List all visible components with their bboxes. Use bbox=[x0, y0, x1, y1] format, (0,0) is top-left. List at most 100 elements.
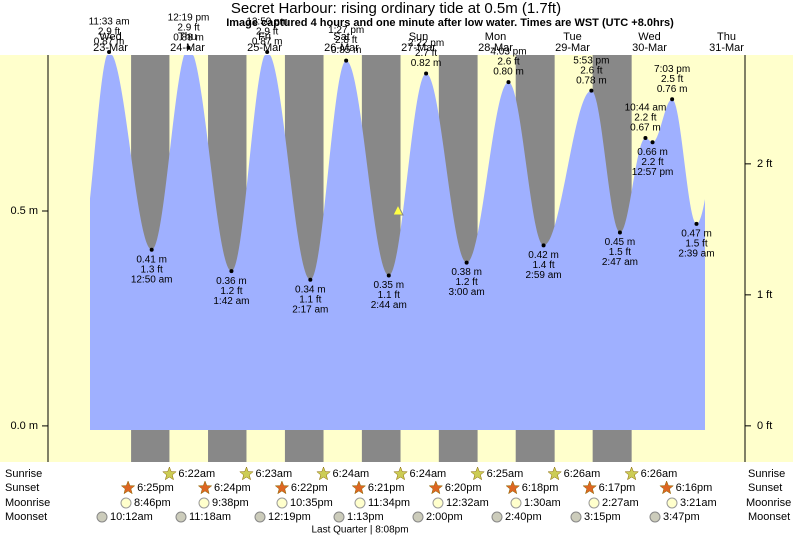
moonrise-time: 3:21am bbox=[680, 497, 717, 509]
sunset-icon bbox=[428, 480, 444, 495]
moonrise-icon bbox=[666, 497, 678, 509]
y-tick-label: 0.0 m bbox=[10, 420, 38, 432]
tide-point bbox=[589, 88, 594, 93]
tide-point bbox=[229, 269, 234, 274]
tide-height: 0.88 m bbox=[173, 32, 204, 43]
tide-point bbox=[506, 80, 511, 85]
tide-point bbox=[107, 49, 112, 54]
tide-feet: 1.4 ft bbox=[532, 260, 554, 271]
day-date: 28-Mar bbox=[478, 42, 513, 54]
tide-feet: 2.6 ft bbox=[580, 65, 602, 76]
sunset-icon bbox=[659, 480, 674, 495]
day-date: 23-Mar bbox=[93, 42, 128, 54]
moonset-time: 3:15pm bbox=[584, 511, 621, 523]
day-date: 26-Mar bbox=[324, 42, 359, 54]
tide-point bbox=[650, 140, 655, 145]
tide-point bbox=[670, 97, 675, 102]
tide-feet: 2.2 ft bbox=[641, 157, 663, 168]
tide-time: 1:27 pm bbox=[328, 25, 364, 36]
tide-height: 0.67 m bbox=[630, 123, 661, 134]
day-name: Sun bbox=[409, 31, 429, 43]
sunset-time: 6:16pm bbox=[676, 482, 713, 494]
tide-point bbox=[265, 49, 270, 54]
tide-height: 0.45 m bbox=[605, 237, 636, 248]
moonrise-time: 10:35pm bbox=[290, 497, 333, 509]
row-label: Moonrise bbox=[746, 497, 791, 509]
moonset-time: 2:40pm bbox=[505, 511, 542, 523]
tide-time: 2:59 am bbox=[526, 270, 562, 281]
tide-time: 12:50 am bbox=[131, 274, 173, 285]
tide-height: 0.76 m bbox=[657, 84, 688, 95]
sunset-icon bbox=[274, 480, 290, 495]
sunrise-icon bbox=[624, 466, 639, 481]
tide-height: 0.47 m bbox=[681, 229, 712, 240]
tide-area bbox=[90, 55, 705, 430]
tide-feet: 1.5 ft bbox=[685, 239, 707, 250]
tide-point bbox=[424, 71, 429, 76]
sunset-time: 6:18pm bbox=[522, 482, 559, 494]
moonrise-time: 2:27am bbox=[602, 497, 639, 509]
tide-time: 3:00 am bbox=[449, 287, 485, 298]
sunset-time: 6:25pm bbox=[137, 482, 174, 494]
tide-height: 0.80 m bbox=[493, 67, 524, 78]
sunrise-time: 6:24am bbox=[410, 468, 447, 480]
moonrise-time: 12:32am bbox=[446, 497, 489, 509]
sunset-icon bbox=[351, 480, 367, 495]
sunrise-time: 6:22am bbox=[178, 468, 215, 480]
moonrise-icon bbox=[354, 497, 366, 509]
tide-feet: 1.2 ft bbox=[456, 277, 478, 288]
tide-height: 0.34 m bbox=[295, 284, 326, 295]
sunrise-time: 6:24am bbox=[333, 468, 370, 480]
tide-point bbox=[541, 243, 546, 248]
row-label: Sunset bbox=[5, 482, 39, 494]
day-name: Thu bbox=[178, 31, 197, 43]
moonrise-icon bbox=[432, 497, 444, 509]
tide-height: 0.78 m bbox=[576, 75, 607, 86]
tide-time: 2:39 am bbox=[678, 249, 714, 260]
row-label: Moonset bbox=[5, 511, 47, 523]
tide-point bbox=[386, 273, 391, 278]
tide-feet: 2.5 ft bbox=[661, 74, 683, 85]
y-tick-label: 0.5 m bbox=[10, 205, 38, 217]
day-name: Wed bbox=[638, 31, 660, 43]
moonset-icon bbox=[491, 511, 503, 523]
tide-point bbox=[643, 135, 648, 140]
sunrise-time: 6:26am bbox=[564, 468, 601, 480]
moonrise-icon bbox=[120, 497, 132, 509]
tide-time: 11:33 am bbox=[89, 17, 130, 28]
sunset-time: 6:22pm bbox=[291, 482, 328, 494]
current-level-marker bbox=[392, 203, 404, 216]
tide-time: 4:03 pm bbox=[490, 47, 526, 58]
tide-time: 5:53 pm bbox=[573, 55, 609, 66]
moonrise-icon bbox=[510, 497, 522, 509]
sunrise-time: 6:23am bbox=[255, 468, 292, 480]
tide-time: 2:17 am bbox=[292, 304, 328, 315]
tide-feet: 2.2 ft bbox=[634, 113, 656, 124]
moonset-icon bbox=[96, 511, 108, 523]
tide-feet: 2.9 ft bbox=[256, 27, 278, 38]
tide-height: 0.36 m bbox=[216, 276, 247, 287]
tide-height: 0.82 m bbox=[411, 58, 442, 69]
tide-time: 2:22 pm bbox=[408, 38, 444, 49]
tide-point bbox=[344, 58, 349, 63]
sunrise-icon bbox=[239, 466, 254, 481]
moonset-icon bbox=[175, 511, 187, 523]
tide-height: 0.42 m bbox=[528, 250, 559, 261]
moonset-icon bbox=[333, 511, 345, 523]
sunset-time: 6:21pm bbox=[368, 482, 405, 494]
tide-time: 12:57 pm bbox=[632, 167, 674, 178]
tide-time: 7:03 pm bbox=[654, 64, 690, 75]
row-label: Sunrise bbox=[748, 468, 785, 480]
tide-height: 0.87 m bbox=[94, 37, 125, 48]
tide-feet: 1.1 ft bbox=[299, 294, 321, 305]
day-name: Mon bbox=[485, 31, 506, 43]
y2-tick-label: 2 ft bbox=[757, 158, 772, 170]
moonset-icon bbox=[412, 511, 424, 523]
chart-title: Secret Harbour: rising ordinary tide at … bbox=[231, 0, 561, 17]
tide-feet: 1.2 ft bbox=[220, 286, 242, 297]
moonrise-icon bbox=[588, 497, 600, 509]
moonrise-time: 11:34pm bbox=[368, 497, 410, 509]
moonset-time: 1:13pm bbox=[347, 511, 384, 523]
